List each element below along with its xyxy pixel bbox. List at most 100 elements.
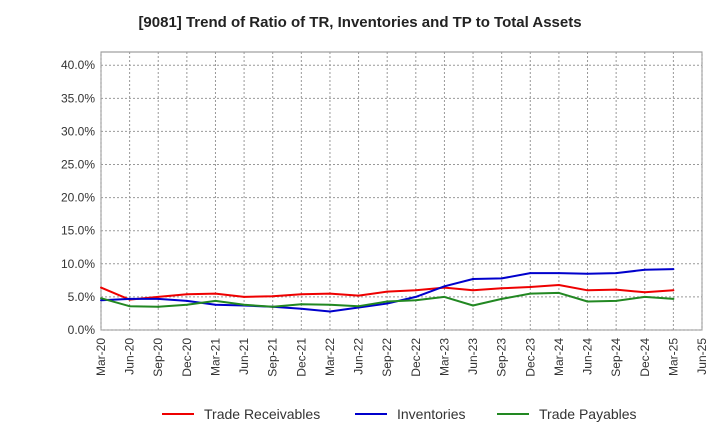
- x-tick-label: Sep-20: [151, 338, 165, 377]
- data-point: [100, 299, 102, 302]
- data-point: [128, 305, 131, 308]
- data-point: [586, 300, 589, 303]
- y-tick-label: 0.0%: [68, 323, 96, 337]
- data-point: [271, 295, 274, 298]
- x-tick-label: Mar-23: [437, 338, 451, 376]
- chart-title: [9081] Trend of Ratio of TR, Inventories…: [138, 14, 582, 31]
- data-point: [386, 300, 389, 303]
- data-point: [357, 305, 360, 308]
- data-point: [672, 268, 675, 271]
- data-point: [414, 289, 417, 292]
- data-point: [185, 299, 188, 302]
- data-point: [300, 307, 303, 310]
- series-layer: [100, 268, 675, 313]
- data-point: [300, 303, 303, 306]
- data-point: [443, 295, 446, 298]
- x-tick-label: Sep-24: [609, 338, 623, 377]
- y-tick-label: 25.0%: [61, 158, 95, 172]
- y-tick-label: 20.0%: [61, 191, 95, 205]
- data-point: [414, 295, 417, 298]
- x-tick-label: Jun-23: [466, 338, 480, 375]
- data-point: [586, 272, 589, 275]
- x-tick-label: Jun-21: [237, 338, 251, 375]
- data-point: [643, 295, 646, 298]
- data-point: [386, 302, 389, 305]
- data-point: [328, 292, 331, 295]
- data-point: [557, 283, 560, 286]
- x-tick-label: Dec-21: [294, 338, 308, 377]
- data-point: [271, 305, 274, 308]
- x-tick-label: Jun-20: [123, 338, 137, 375]
- x-tick-label: Jun-22: [352, 338, 366, 375]
- data-point: [357, 294, 360, 297]
- data-point: [157, 295, 160, 298]
- data-point: [529, 272, 532, 275]
- data-point: [214, 292, 217, 295]
- x-axis-ticks: Mar-20 Jun-20 Sep-20 Dec-20 Mar-21 Jun-21 Sep-…: [94, 338, 709, 377]
- y-tick-label: 5.0%: [68, 290, 96, 304]
- data-point: [586, 289, 589, 292]
- data-point: [643, 291, 646, 294]
- data-point: [386, 290, 389, 293]
- data-point: [328, 310, 331, 313]
- x-tick-label: Sep-22: [380, 338, 394, 377]
- data-point: [328, 303, 331, 306]
- data-point: [414, 299, 417, 302]
- data-point: [157, 305, 160, 308]
- data-point: [157, 297, 160, 300]
- data-point: [557, 291, 560, 294]
- data-point: [557, 272, 560, 275]
- data-point: [300, 293, 303, 296]
- data-point: [672, 297, 675, 300]
- x-tick-label: Mar-25: [666, 338, 680, 376]
- legend-label: Trade Receivables: [204, 406, 320, 422]
- x-tick-label: Mar-20: [94, 338, 108, 376]
- data-point: [472, 289, 475, 292]
- data-point: [672, 289, 675, 292]
- data-point: [243, 303, 246, 306]
- data-point: [214, 303, 217, 306]
- data-point: [615, 288, 618, 291]
- data-point: [128, 297, 131, 300]
- x-tick-label: Mar-21: [208, 338, 222, 376]
- data-point: [185, 303, 188, 306]
- data-point: [100, 286, 102, 289]
- data-point: [443, 285, 446, 288]
- data-point: [615, 299, 618, 302]
- grid-layer: [100, 51, 703, 331]
- data-point: [214, 299, 217, 302]
- x-tick-label: Sep-21: [266, 338, 280, 377]
- data-point: [472, 304, 475, 307]
- y-tick-label: 15.0%: [61, 224, 95, 238]
- plot-frame: [100, 51, 703, 331]
- y-axis-ticks: 0.0% 5.0% 10.0% 15.0% 20.0% 25.0% 30.0% 35.0% 40…: [61, 58, 95, 337]
- x-tick-label: Jun-24: [581, 338, 595, 375]
- y-tick-label: 10.0%: [61, 257, 95, 271]
- legend: Trade Receivables Inventories Trade Payabl…: [162, 406, 637, 422]
- x-tick-label: Mar-24: [552, 338, 566, 376]
- data-point: [615, 272, 618, 275]
- x-tick-label: Dec-23: [523, 338, 537, 377]
- data-point: [500, 277, 503, 280]
- data-point: [185, 293, 188, 296]
- x-tick-label: Jun-25: [695, 338, 709, 375]
- x-tick-label: Sep-23: [495, 338, 509, 377]
- data-point: [500, 287, 503, 290]
- legend-label: Trade Payables: [539, 406, 637, 422]
- data-point: [529, 285, 532, 288]
- data-point: [529, 292, 532, 295]
- x-tick-label: Dec-24: [638, 338, 652, 377]
- x-tick-label: Dec-20: [180, 338, 194, 377]
- data-point: [100, 297, 102, 300]
- legend-label: Inventories: [397, 406, 465, 422]
- y-tick-label: 35.0%: [61, 91, 95, 105]
- y-tick-label: 40.0%: [61, 58, 95, 72]
- x-tick-label: Mar-22: [323, 338, 337, 376]
- x-tick-label: Dec-22: [409, 338, 423, 377]
- y-tick-label: 30.0%: [61, 124, 95, 138]
- data-point: [500, 297, 503, 300]
- data-point: [643, 268, 646, 271]
- data-point: [243, 295, 246, 298]
- data-point: [472, 278, 475, 281]
